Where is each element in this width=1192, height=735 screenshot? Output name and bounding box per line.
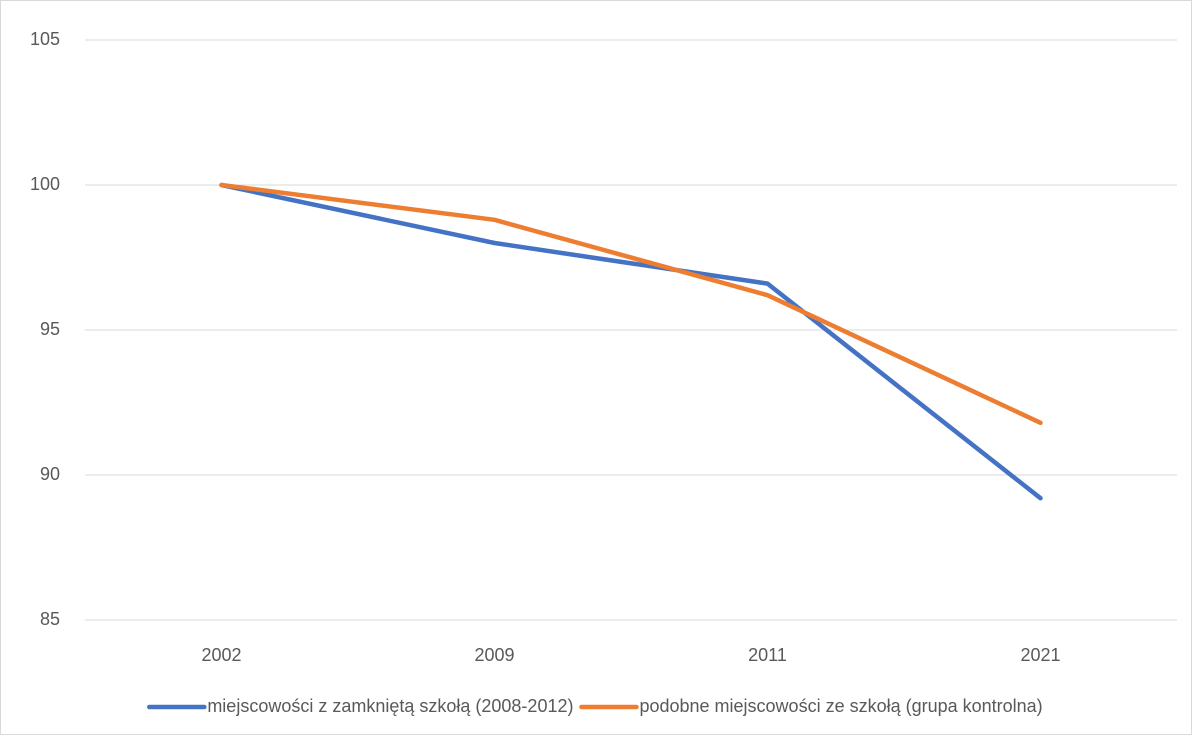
- series-line: [219, 182, 1043, 501]
- legend: miejscowości z zamkniętą szkołą (2008-20…: [147, 696, 1043, 716]
- y-tick-label: 100: [30, 174, 60, 194]
- legend-label: miejscowości z zamkniętą szkołą (2008-20…: [207, 696, 573, 716]
- legend-label: podobne miejscowości ze szkołą (grupa ko…: [639, 696, 1042, 716]
- x-tick-label: 2021: [1020, 645, 1060, 665]
- x-tick-label: 2009: [474, 645, 514, 665]
- legend-item: miejscowości z zamkniętą szkołą (2008-20…: [147, 696, 573, 716]
- series-line: [219, 182, 1043, 426]
- x-tick-label: 2011: [748, 645, 787, 665]
- x-tick-label: 2002: [201, 645, 241, 665]
- y-tick-label: 90: [40, 464, 60, 484]
- legend-item: podobne miejscowości ze szkołą (grupa ko…: [579, 696, 1043, 716]
- y-tick-label: 105: [30, 29, 60, 49]
- y-tick-label: 95: [40, 319, 60, 339]
- y-tick-label: 85: [40, 609, 60, 629]
